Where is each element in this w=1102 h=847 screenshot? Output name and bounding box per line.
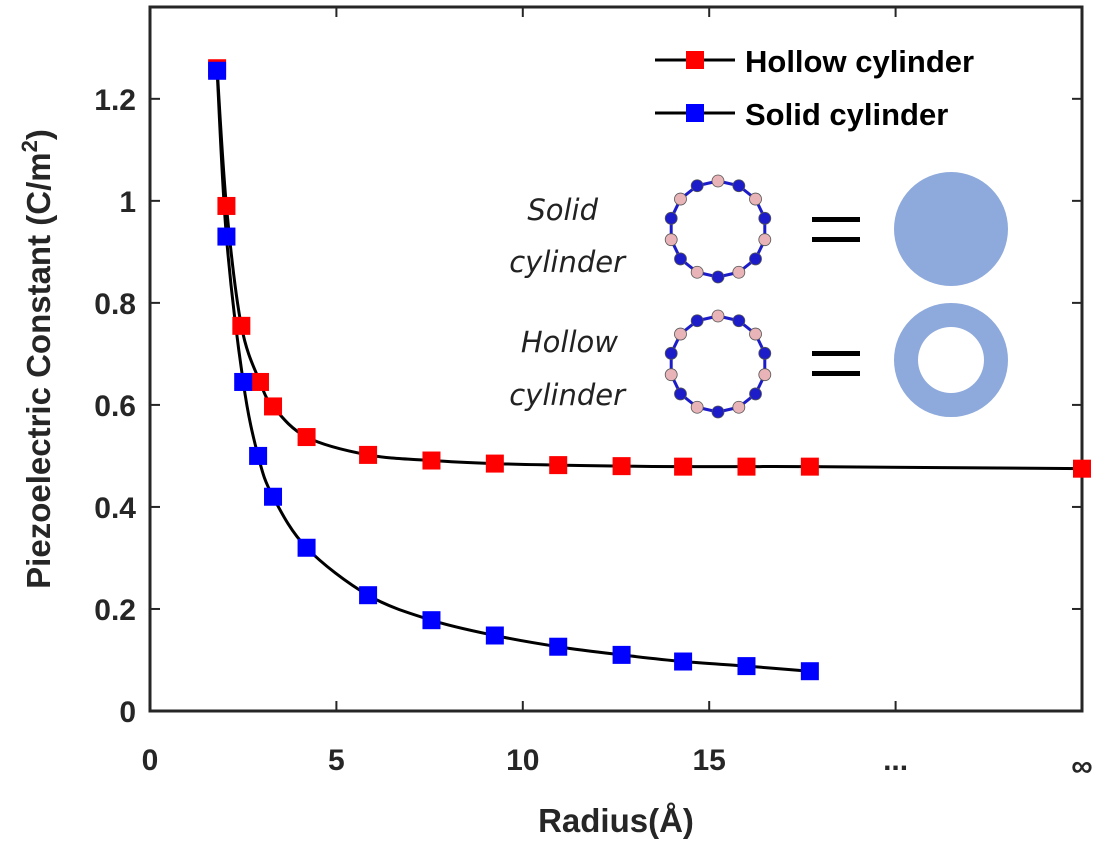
series-0-point <box>232 316 251 335</box>
y-tick-label: 1.2 <box>94 84 136 117</box>
series-0-point <box>549 456 568 475</box>
ring-atom <box>732 265 746 279</box>
series-1-point <box>549 637 568 656</box>
legend-label-hollow: Hollow cylinder <box>745 44 974 79</box>
series-0-point <box>264 397 283 416</box>
series-1-point <box>800 662 819 681</box>
solid-disk-icon <box>894 172 1008 286</box>
inset-hollow-label-line2: cylinder <box>509 378 627 412</box>
series-0-point <box>674 457 693 476</box>
inset-solid-label-line1: Solid <box>527 193 598 227</box>
legend-item-solid: Solid cylinder <box>655 97 948 132</box>
ring-atom <box>690 400 704 414</box>
series-0-point <box>359 445 378 464</box>
ring-atom <box>664 346 678 360</box>
series-0-point <box>422 451 441 470</box>
series-1-point <box>208 61 227 80</box>
ring-atom <box>664 368 678 382</box>
series-0-point <box>217 196 236 215</box>
ring-atom <box>674 192 687 206</box>
ring-atom <box>732 400 746 414</box>
ring-atom <box>711 174 725 188</box>
x-tick-label: ... <box>883 744 908 777</box>
legend-label-solid: Solid cylinder <box>745 97 948 132</box>
ring-atom <box>758 211 772 225</box>
x-axis-title: Radius(Å) <box>538 802 694 839</box>
x-tick-label: 5 <box>328 744 345 777</box>
ring-atom <box>749 387 762 401</box>
ring-atom <box>749 327 762 341</box>
equals-icon-hollow <box>812 351 860 376</box>
ring-atom <box>758 368 772 382</box>
equals-icon-solid <box>812 217 860 242</box>
series-1-point <box>297 538 316 557</box>
ring-atom <box>690 314 704 328</box>
series-1-point <box>217 227 236 246</box>
ring-atom <box>749 192 762 206</box>
hollow-ring-icon <box>893 302 1008 418</box>
y-tick-label: 0.8 <box>94 288 136 321</box>
series-0-point <box>250 372 269 391</box>
legend-marker-hollow <box>686 51 704 69</box>
ring-atom <box>674 387 687 401</box>
series-1-point <box>674 652 693 671</box>
y-tick-label: 0 <box>119 696 136 729</box>
inset-illustration: Solid cylinder Hollow cylinder <box>509 172 1008 419</box>
x-tick-label: 0 <box>142 744 159 777</box>
y-axis-ticks: 0 0.2 0.4 0.6 0.8 1 1.2 <box>94 84 1082 729</box>
series-0-point <box>1073 459 1091 478</box>
x-tick-label: ∞ <box>1071 750 1092 783</box>
plot-area-frame <box>148 5 1084 713</box>
y-axis-title: Piezoelectric Constant (C/m2) <box>17 129 57 589</box>
ring-atom <box>732 179 746 193</box>
x-axis-ticks: 0 5 10 15... ∞ <box>142 7 1093 783</box>
ring-atom <box>711 405 725 419</box>
series-0-point <box>737 457 756 476</box>
y-tick-label: 0.2 <box>94 594 136 627</box>
series-markers <box>208 59 1091 681</box>
series-1-point <box>234 372 253 391</box>
legend: Hollow cylinder Solid cylinder <box>655 44 974 132</box>
series-1-point <box>359 586 378 605</box>
legend-item-hollow: Hollow cylinder <box>655 44 974 79</box>
ring-atom <box>711 270 725 284</box>
series-1-point <box>422 611 441 630</box>
y-tick-label: 1 <box>119 186 136 219</box>
y-tick-label: 0.6 <box>94 390 136 423</box>
inset-hollow-label-line1: Hollow <box>521 325 618 359</box>
ring-atom <box>732 314 746 328</box>
x-tick-label: 15 <box>693 744 726 777</box>
ring-atom <box>758 233 772 247</box>
x-tick-label: 10 <box>506 744 539 777</box>
series-1-point <box>249 446 268 465</box>
ring-atom <box>711 309 725 323</box>
ring-atom <box>690 179 704 193</box>
series-1-point <box>612 645 631 664</box>
series-0-point <box>800 457 819 476</box>
atomic-ring-icon-hollow <box>664 309 772 419</box>
series-1-point <box>264 487 283 506</box>
atomic-ring-icon-solid <box>664 174 772 284</box>
legend-marker-solid <box>686 104 704 122</box>
series-1-point <box>737 657 756 676</box>
ring-atom <box>664 233 678 247</box>
ring-atom <box>758 346 772 360</box>
series-0-point <box>612 457 631 476</box>
ring-atom <box>749 252 762 266</box>
series-0-point <box>485 454 504 473</box>
ring-atom <box>690 265 704 279</box>
series-1-point <box>485 626 504 645</box>
ring-atom <box>664 211 678 225</box>
series-0-point <box>297 428 316 447</box>
inset-solid-label-line2: cylinder <box>509 245 627 279</box>
ring-atom <box>674 252 687 266</box>
y-tick-label: 0.4 <box>94 492 136 525</box>
ring-atom <box>674 327 687 341</box>
